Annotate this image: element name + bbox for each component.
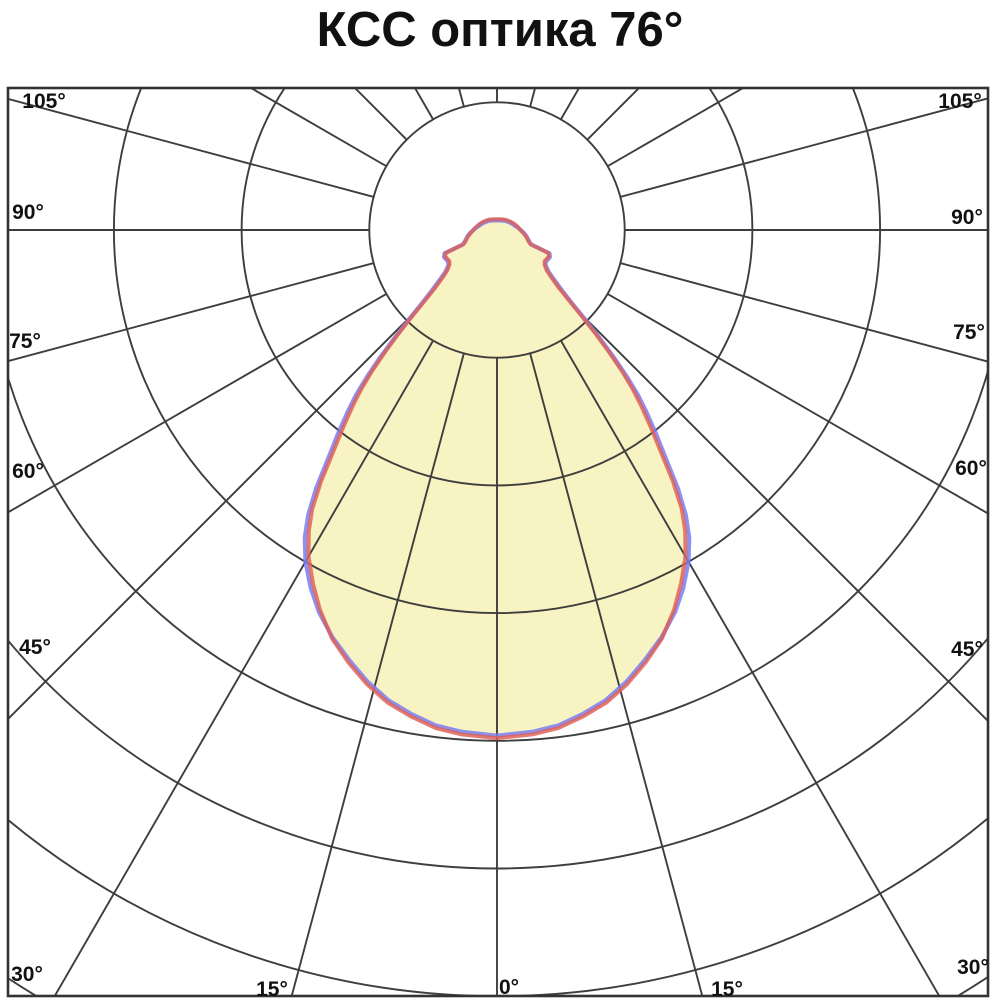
polar-spoke [457,88,465,107]
polar-spoke [53,340,434,996]
angle-label: 0° [499,976,519,999]
angle-label: 75° [9,330,41,353]
polar-spoke [586,88,641,141]
chart-title: КСС оптика 76° [316,3,684,57]
polar-spoke [560,340,941,996]
angle-label: 15° [711,978,743,1000]
angle-label: 60° [955,457,987,480]
polar-spoke [8,319,408,721]
angle-label: 90° [12,201,44,224]
polar-spoke [529,353,704,996]
plot-frame [6,86,990,998]
angle-label: 75° [953,321,985,344]
polar-spoke [607,293,988,515]
polar-spoke [620,262,988,363]
polar-spoke [620,97,988,198]
polar-spoke [607,88,745,168]
polar-spoke [353,88,408,141]
beam-curves-layer [302,217,692,741]
angle-label: 105° [22,90,65,113]
polar-spoke [8,293,387,514]
polar-spoke [8,97,374,198]
angle-label: 60° [12,460,44,483]
curve-red [306,217,688,741]
polar-spoke [249,88,387,168]
polar-spoke [529,88,537,107]
angle-label: 90° [951,206,983,229]
angle-label: 15° [256,978,288,1000]
angle-label: 45° [19,636,51,659]
polar-spoke [586,319,988,723]
angle-label: 105° [938,90,981,113]
polar-spoke [290,353,465,996]
angle-label: 45° [951,638,983,661]
angle-label: 30° [957,956,989,979]
angle-label: 30° [11,963,43,986]
polar-spoke [8,262,374,363]
